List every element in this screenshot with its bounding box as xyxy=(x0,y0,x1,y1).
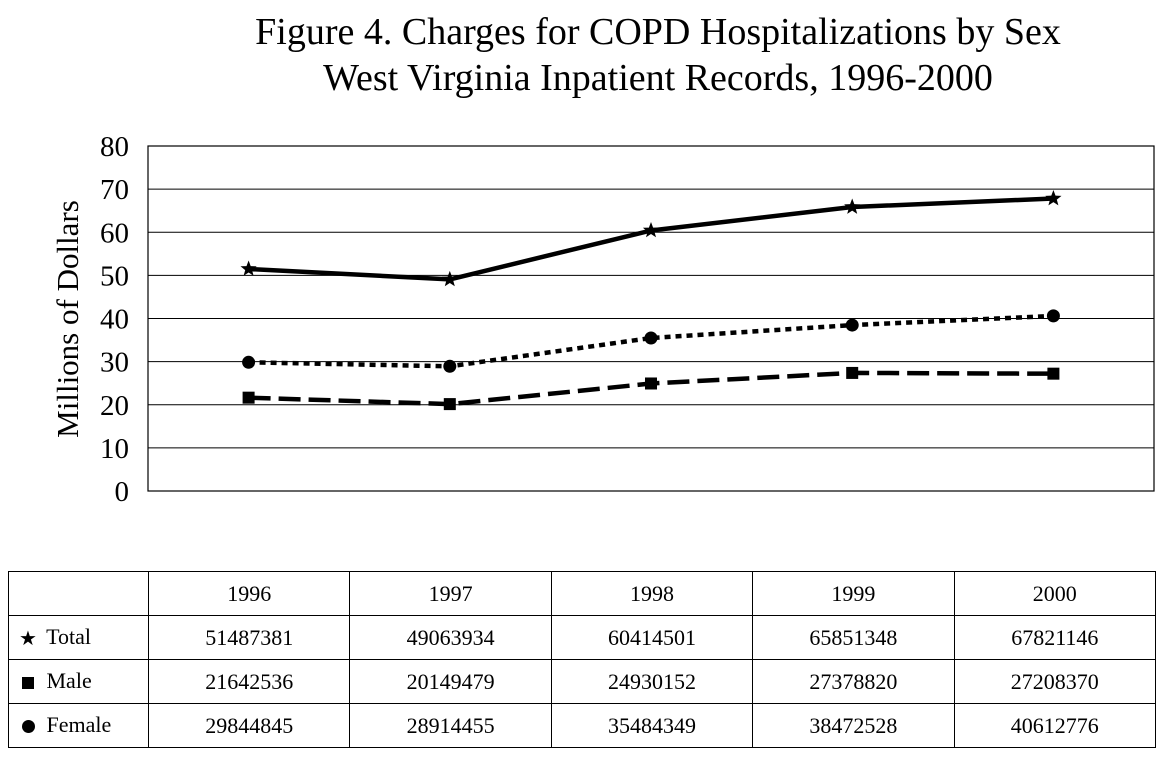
table-cell: 29844845 xyxy=(147,703,351,748)
series-female xyxy=(242,309,1060,373)
table-cell: 24930152 xyxy=(550,659,754,704)
series-group xyxy=(240,190,1062,411)
table-header-cell: 1996 xyxy=(147,571,351,616)
data-point-female xyxy=(1046,309,1060,323)
square-marker-icon xyxy=(15,669,41,695)
chart-title-line-1: Figure 4. Charges for COPD Hospitalizati… xyxy=(255,11,1061,53)
y-tick-label: 10 xyxy=(100,433,129,465)
row-label-female: Female xyxy=(8,703,149,748)
y-tick-label: 50 xyxy=(100,260,129,292)
table-cell: 38472528 xyxy=(752,703,955,748)
data-point-total xyxy=(642,222,660,238)
table-header-cell: 1998 xyxy=(550,571,754,616)
row-label-text: Female xyxy=(46,711,112,737)
y-tick-label: 30 xyxy=(100,347,129,379)
data-point-female xyxy=(443,359,457,373)
data-point-total xyxy=(441,270,458,287)
data-point-female xyxy=(644,331,658,345)
table-cell: 49063934 xyxy=(349,615,552,660)
star-marker-icon: ★ xyxy=(19,626,37,651)
chart-title-line-2: West Virginia Inpatient Records, 1996-20… xyxy=(323,57,993,99)
table-header-cell: 2000 xyxy=(953,571,1157,616)
y-tick-label: 0 xyxy=(115,476,130,508)
table-cell: 60414501 xyxy=(550,615,754,660)
table-row-male: Male 21642536 20149479 24930152 27378820… xyxy=(8,659,1157,704)
row-label-text: Total xyxy=(46,623,92,649)
table-header-cell: 1999 xyxy=(752,571,955,616)
table-cell: 40612776 xyxy=(953,703,1157,748)
row-label-text: Male xyxy=(46,667,92,693)
y-tick-label: 70 xyxy=(100,174,129,206)
table-cell: 51487381 xyxy=(147,615,351,660)
row-label-total: ★ Total xyxy=(8,615,149,660)
table-cell: 20149479 xyxy=(349,659,552,704)
y-axis-tick-labels: 0 10 20 30 40 50 60 70 80 xyxy=(100,131,129,508)
y-tick-label: 60 xyxy=(100,217,129,249)
data-point-male xyxy=(242,391,255,404)
table-row-total: ★ Total 51487381 49063934 60414501 65851… xyxy=(8,615,1157,660)
data-point-male xyxy=(443,398,456,411)
table-cell: 28914455 xyxy=(349,703,552,748)
data-point-male xyxy=(846,366,859,379)
line-chart: 0 10 20 30 40 50 60 70 80 Millions of Dollars xyxy=(50,131,1155,508)
y-tick-label: 40 xyxy=(100,304,129,336)
data-point-male xyxy=(645,377,657,390)
data-point-female xyxy=(242,355,256,369)
table-cell: 27378820 xyxy=(752,659,955,704)
y-tick-label: 80 xyxy=(100,131,129,163)
plot-area-border xyxy=(147,145,1155,492)
series-total xyxy=(240,190,1062,287)
table-header-row: 1996 1997 1998 1999 2000 xyxy=(8,571,1157,616)
data-point-total xyxy=(240,260,257,276)
table-cell: 65851348 xyxy=(752,615,955,660)
table-cell: 35484349 xyxy=(550,703,754,748)
data-point-total xyxy=(1045,190,1062,206)
y-tick-label: 20 xyxy=(100,390,129,422)
table-header-cell xyxy=(8,571,149,616)
row-label-male: Male xyxy=(8,659,149,704)
data-table: 1996 1997 1998 1999 2000 ★ Total 5148738… xyxy=(8,571,1157,748)
circle-marker-icon xyxy=(15,713,41,739)
y-axis-label: Millions of Dollars xyxy=(50,200,85,438)
series-line-female xyxy=(248,313,1054,369)
table-cell: 67821146 xyxy=(953,615,1157,660)
table-row-female: Female 29844845 28914455 35484349 384725… xyxy=(8,703,1157,748)
data-point-female xyxy=(845,318,859,332)
data-point-male xyxy=(1047,367,1060,380)
data-point-total xyxy=(844,198,861,214)
table-cell: 27208370 xyxy=(953,659,1157,704)
series-male xyxy=(242,366,1060,411)
table-cell: 21642536 xyxy=(147,659,351,704)
table-header-cell: 1997 xyxy=(349,571,552,616)
series-line-total xyxy=(248,196,1054,282)
